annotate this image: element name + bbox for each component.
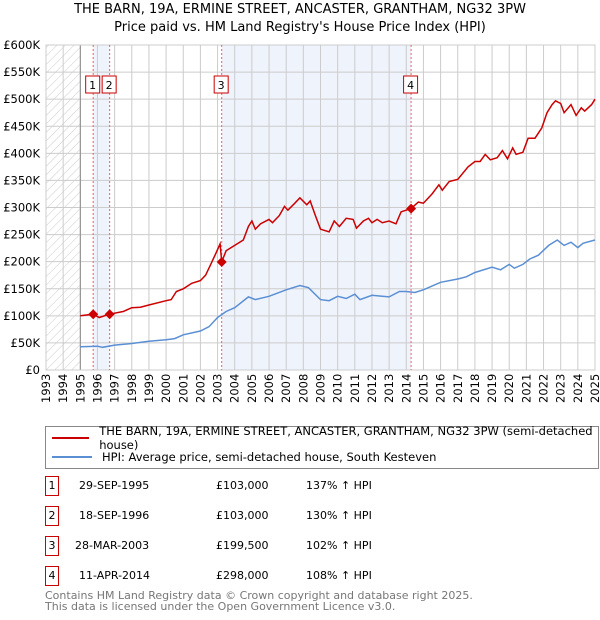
y-tick-label: £500K: [3, 92, 40, 106]
x-tick-label: 2003: [211, 374, 225, 403]
y-tick-label: £150K: [3, 282, 40, 296]
x-tick-label: 2002: [193, 374, 207, 403]
sale-hpi: 102% ↑ HPI: [306, 539, 372, 552]
y-tick-label: £100K: [3, 309, 40, 323]
sale-price: £199,500: [216, 539, 269, 552]
x-tick-label: 2017: [451, 374, 465, 403]
sale-label-box: [85, 75, 101, 94]
x-tick-label: 2009: [314, 374, 328, 403]
legend-swatch-blue: [52, 456, 92, 458]
legend: THE BARN, 19A, ERMINE STREET, ANCASTER, …: [45, 424, 599, 469]
legend-item-hpi: HPI: Average price, semi-detached house,…: [52, 449, 436, 465]
sale-row: 3 28-MAR-2003 £199,500 102% ↑ HPI: [45, 536, 445, 556]
sale-price: £298,000: [216, 569, 269, 582]
x-tick-label: 1995: [73, 374, 87, 403]
x-tick-label: 2024: [571, 374, 585, 403]
sale-label-number: 2: [106, 79, 113, 92]
price-chart: 1993 1994 1995 1996 1997 1998 1999 2000 2001 2002…: [3, 38, 600, 403]
y-tick-label: £600K: [3, 38, 40, 52]
x-tick-label: 1997: [108, 374, 122, 403]
sale-marker-number: 4: [45, 566, 59, 586]
x-tick-label: 2006: [262, 374, 276, 403]
plot-border: [45, 44, 596, 371]
y-tick-label: £250K: [3, 228, 40, 242]
sale-label-box: [403, 75, 419, 94]
legend-label: HPI: Average price, semi-detached house,…: [102, 450, 437, 464]
y-tick-label: £550K: [3, 65, 40, 79]
x-tick-label: 2013: [382, 374, 396, 403]
x-tick-label: 1999: [142, 374, 156, 403]
y-tick-label: £300K: [3, 201, 40, 215]
sale-point: [216, 256, 227, 267]
x-tick-label: 2020: [502, 374, 516, 403]
sale-price: £103,000: [216, 479, 269, 492]
sale-date: 28-MAR-2003: [75, 539, 150, 552]
x-tick-label: 2001: [176, 374, 190, 403]
x-tick-label: 2010: [331, 374, 345, 403]
y-tick-label: £50K: [11, 336, 41, 350]
sale-label-number: 1: [89, 79, 96, 92]
x-tick-label: 2025: [588, 374, 600, 403]
x-tick-label: 2018: [468, 374, 482, 403]
x-tick-label: 1993: [39, 374, 53, 403]
sale-point: [406, 203, 417, 214]
x-tick-label: 2005: [245, 374, 259, 403]
sale-row: 1 29-SEP-1995 £103,000 137% ↑ HPI: [45, 476, 445, 496]
x-tick-label: 2021: [519, 374, 533, 403]
x-tick-label: 2015: [416, 374, 430, 403]
sale-row: 2 18-SEP-1996 £103,000 130% ↑ HPI: [45, 506, 445, 526]
x-tick-label: 2008: [296, 374, 310, 403]
x-tick-label: 1994: [56, 374, 70, 403]
x-tick-label: 1998: [125, 374, 139, 403]
property-price-line: [80, 98, 596, 319]
y-tick-label: £450K: [3, 119, 40, 133]
sale-hpi: 108% ↑ HPI: [306, 569, 372, 582]
footer-licence: This data is licensed under the Open Gov…: [45, 600, 396, 613]
sale-hpi: 130% ↑ HPI: [306, 509, 372, 522]
sale-label-box: [101, 75, 117, 94]
sale-date: 11-APR-2014: [79, 569, 151, 582]
x-tick-label: 2004: [228, 374, 242, 403]
legend-item-property: THE BARN, 19A, ERMINE STREET, ANCASTER, …: [52, 424, 598, 452]
sale-point: [88, 309, 99, 320]
y-tick-label: £200K: [3, 255, 40, 269]
x-tick-label: 2023: [554, 374, 568, 403]
sale-price: £103,000: [216, 509, 269, 522]
sale-point: [104, 309, 115, 320]
sale-row: 4 11-APR-2014 £298,000 108% ↑ HPI: [45, 566, 445, 586]
sale-marker-number: 1: [45, 476, 59, 496]
sale-marker-number: 3: [45, 536, 59, 556]
x-tick-label: 2007: [279, 374, 293, 403]
sale-date: 29-SEP-1995: [79, 479, 150, 492]
x-tick-label: 2014: [399, 374, 413, 403]
chart-title: THE BARN, 19A, ERMINE STREET, ANCASTER, …: [74, 2, 526, 17]
sale-label-number: 4: [407, 79, 414, 92]
x-tick-label: 2016: [434, 374, 448, 403]
x-tick-label: 2000: [159, 374, 173, 403]
sale-label-number: 3: [218, 79, 225, 92]
sale-marker-number: 2: [45, 506, 59, 526]
y-tick-label: £350K: [3, 173, 40, 187]
x-tick-label: 2012: [365, 374, 379, 403]
sale-date: 18-SEP-1996: [79, 509, 150, 522]
y-tick-label: £400K: [3, 146, 40, 160]
legend-swatch-red: [52, 437, 90, 439]
chart-subtitle: Price paid vs. HM Land Registry's House …: [114, 20, 486, 35]
x-tick-label: 2011: [348, 374, 362, 403]
x-tick-label: 2019: [485, 374, 499, 403]
sale-hpi: 137% ↑ HPI: [306, 479, 372, 492]
legend-label: THE BARN, 19A, ERMINE STREET, ANCASTER, …: [99, 424, 593, 452]
y-tick-label: £0: [25, 363, 40, 377]
sale-label-box: [213, 75, 229, 94]
hpi-line: [80, 239, 596, 349]
footer-copyright: Contains HM Land Registry data © Crown c…: [45, 589, 473, 602]
x-tick-label: 2022: [537, 374, 551, 403]
x-tick-label: 1996: [90, 374, 104, 403]
